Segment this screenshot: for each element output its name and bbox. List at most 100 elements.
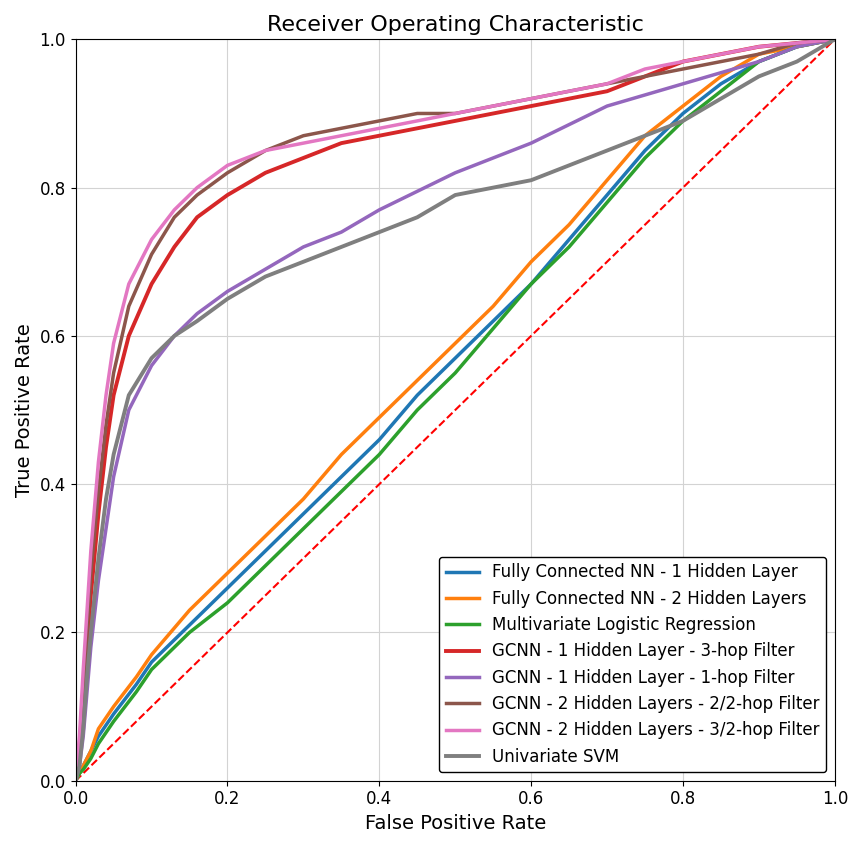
GCNN - 2 Hidden Layers - 2/2-hop Filter	[375, 116, 385, 126]
GCNN - 1 Hidden Layer - 1-hop Filter	[450, 168, 461, 178]
Fully Connected NN - 2 Hidden Layers	[450, 338, 461, 349]
GCNN - 2 Hidden Layers - 3/2-hop Filter	[82, 605, 92, 616]
Fully Connected NN - 1 Hidden Layer	[602, 190, 612, 200]
Multivariate Logistic Regression	[639, 153, 650, 163]
GCNN - 1 Hidden Layer - 3-hop Filter	[85, 590, 96, 600]
Fully Connected NN - 1 Hidden Layer	[791, 42, 802, 52]
Univariate SVM	[74, 761, 85, 771]
Multivariate Logistic Regression	[185, 628, 195, 638]
Multivariate Logistic Regression	[109, 717, 119, 727]
GCNN - 1 Hidden Layer - 3-hop Filter	[192, 212, 202, 222]
Fully Connected NN - 1 Hidden Layer	[109, 709, 119, 719]
GCNN - 2 Hidden Layers - 3/2-hop Filter	[602, 79, 612, 89]
GCNN - 2 Hidden Layers - 2/2-hop Filter	[753, 49, 764, 59]
GCNN - 1 Hidden Layer - 1-hop Filter	[82, 687, 92, 697]
GCNN - 2 Hidden Layers - 2/2-hop Filter	[829, 34, 840, 44]
Fully Connected NN - 2 Hidden Layers	[261, 531, 271, 541]
Fully Connected NN - 2 Hidden Layers	[74, 768, 85, 778]
Univariate SVM	[101, 494, 111, 504]
GCNN - 1 Hidden Layer - 3-hop Filter	[450, 116, 461, 126]
GCNN - 2 Hidden Layers - 3/2-hop Filter	[147, 234, 157, 244]
GCNN - 1 Hidden Layer - 3-hop Filter	[791, 38, 802, 48]
Fully Connected NN - 2 Hidden Layers	[375, 412, 385, 422]
Fully Connected NN - 1 Hidden Layer	[93, 731, 104, 741]
GCNN - 1 Hidden Layer - 3-hop Filter	[74, 746, 85, 756]
Fully Connected NN - 1 Hidden Layer	[71, 776, 81, 786]
GCNN - 2 Hidden Layers - 2/2-hop Filter	[564, 86, 574, 97]
Univariate SVM	[85, 628, 96, 638]
Line: GCNN - 1 Hidden Layer - 1-hop Filter: GCNN - 1 Hidden Layer - 1-hop Filter	[76, 39, 835, 781]
Univariate SVM	[78, 723, 88, 734]
GCNN - 2 Hidden Layers - 3/2-hop Filter	[829, 34, 840, 44]
Fully Connected NN - 1 Hidden Layer	[450, 353, 461, 363]
Univariate SVM	[564, 160, 574, 170]
GCNN - 1 Hidden Layer - 3-hop Filter	[93, 509, 104, 519]
Fully Connected NN - 1 Hidden Layer	[147, 657, 157, 667]
GCNN - 1 Hidden Layer - 3-hop Filter	[101, 442, 111, 452]
Univariate SVM	[123, 390, 134, 400]
Fully Connected NN - 1 Hidden Layer	[131, 679, 142, 689]
GCNN - 2 Hidden Layers - 2/2-hop Filter	[147, 249, 157, 259]
Y-axis label: True Positive Rate: True Positive Rate	[15, 323, 34, 497]
GCNN - 2 Hidden Layers - 2/2-hop Filter	[78, 687, 88, 697]
GCNN - 1 Hidden Layer - 1-hop Filter	[147, 360, 157, 371]
GCNN - 2 Hidden Layers - 3/2-hop Filter	[337, 131, 347, 141]
GCNN - 2 Hidden Layers - 2/2-hop Filter	[123, 301, 134, 311]
GCNN - 2 Hidden Layers - 2/2-hop Filter	[109, 368, 119, 378]
GCNN - 1 Hidden Layer - 3-hop Filter	[602, 86, 612, 97]
GCNN - 2 Hidden Layers - 3/2-hop Filter	[223, 160, 233, 170]
GCNN - 1 Hidden Layer - 3-hop Filter	[109, 390, 119, 400]
Line: Multivariate Logistic Regression: Multivariate Logistic Regression	[76, 39, 835, 781]
Univariate SVM	[169, 331, 180, 341]
GCNN - 1 Hidden Layer - 3-hop Filter	[829, 34, 840, 44]
Multivariate Logistic Regression	[829, 34, 840, 44]
Multivariate Logistic Regression	[791, 42, 802, 52]
GCNN - 1 Hidden Layer - 1-hop Filter	[71, 776, 81, 786]
Multivariate Logistic Regression	[299, 523, 309, 533]
Univariate SVM	[261, 271, 271, 282]
Univariate SVM	[715, 93, 726, 103]
GCNN - 2 Hidden Layers - 3/2-hop Filter	[78, 665, 88, 675]
Line: GCNN - 2 Hidden Layers - 2/2-hop Filter: GCNN - 2 Hidden Layers - 2/2-hop Filter	[76, 39, 835, 781]
GCNN - 2 Hidden Layers - 2/2-hop Filter	[261, 146, 271, 156]
GCNN - 2 Hidden Layers - 2/2-hop Filter	[169, 212, 180, 222]
Multivariate Logistic Regression	[715, 86, 726, 97]
GCNN - 1 Hidden Layer - 1-hop Filter	[337, 227, 347, 237]
X-axis label: False Positive Rate: False Positive Rate	[364, 814, 546, 833]
Multivariate Logistic Regression	[488, 323, 498, 333]
GCNN - 1 Hidden Layer - 3-hop Filter	[526, 101, 536, 111]
Multivariate Logistic Regression	[93, 739, 104, 749]
Fully Connected NN - 2 Hidden Layers	[753, 49, 764, 59]
Fully Connected NN - 1 Hidden Layer	[639, 146, 650, 156]
Fully Connected NN - 2 Hidden Layers	[488, 301, 498, 311]
Fully Connected NN - 2 Hidden Layers	[147, 650, 157, 660]
GCNN - 1 Hidden Layer - 1-hop Filter	[223, 287, 233, 297]
GCNN - 1 Hidden Layer - 1-hop Filter	[74, 761, 85, 771]
GCNN - 2 Hidden Layers - 3/2-hop Filter	[639, 64, 650, 74]
GCNN - 2 Hidden Layers - 2/2-hop Filter	[639, 71, 650, 81]
Univariate SVM	[109, 449, 119, 460]
Fully Connected NN - 1 Hidden Layer	[74, 768, 85, 778]
Multivariate Logistic Regression	[450, 368, 461, 378]
GCNN - 2 Hidden Layers - 2/2-hop Filter	[101, 420, 111, 430]
GCNN - 1 Hidden Layer - 1-hop Filter	[123, 405, 134, 416]
GCNN - 2 Hidden Layers - 3/2-hop Filter	[93, 457, 104, 467]
GCNN - 2 Hidden Layers - 3/2-hop Filter	[101, 390, 111, 400]
Multivariate Logistic Regression	[147, 665, 157, 675]
GCNN - 2 Hidden Layers - 2/2-hop Filter	[74, 739, 85, 749]
GCNN - 1 Hidden Layer - 3-hop Filter	[123, 331, 134, 341]
Univariate SVM	[602, 146, 612, 156]
Multivariate Logistic Regression	[74, 768, 85, 778]
Univariate SVM	[753, 71, 764, 81]
Fully Connected NN - 2 Hidden Layers	[791, 42, 802, 52]
Multivariate Logistic Regression	[602, 198, 612, 208]
Fully Connected NN - 1 Hidden Layer	[78, 761, 88, 771]
Multivariate Logistic Regression	[413, 405, 423, 416]
GCNN - 1 Hidden Layer - 3-hop Filter	[82, 642, 92, 652]
GCNN - 2 Hidden Layers - 3/2-hop Filter	[526, 93, 536, 103]
GCNN - 1 Hidden Layer - 3-hop Filter	[413, 123, 423, 133]
Fully Connected NN - 2 Hidden Layers	[131, 672, 142, 682]
GCNN - 1 Hidden Layer - 3-hop Filter	[147, 279, 157, 289]
Fully Connected NN - 2 Hidden Layers	[526, 257, 536, 267]
GCNN - 1 Hidden Layer - 3-hop Filter	[71, 776, 81, 786]
